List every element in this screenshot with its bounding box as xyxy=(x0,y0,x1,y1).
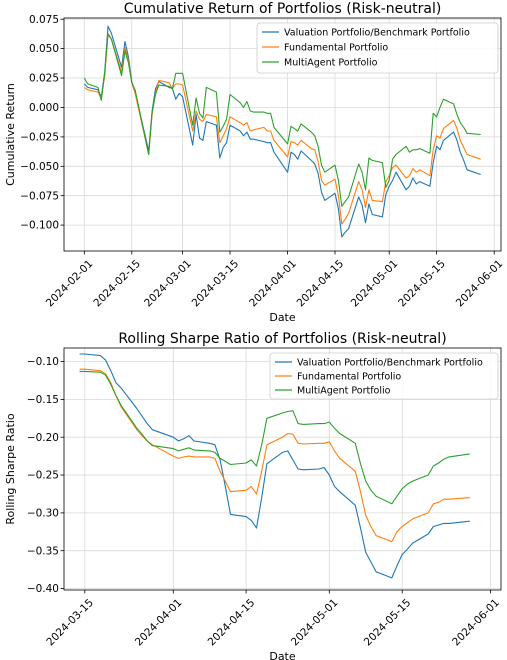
x-tick-label: 2024-02-15 xyxy=(91,258,143,310)
x-tick-label: 2024-03-01 xyxy=(142,258,194,310)
x-tick-label: 2024-03-15 xyxy=(44,597,96,649)
y-axis-label: Cumulative Return xyxy=(4,83,17,186)
x-tick-label: 2024-05-01 xyxy=(289,597,341,649)
x-tick-label: 2024-04-01 xyxy=(133,597,185,649)
legend-label-3: MultiAgent Portfolio xyxy=(297,385,391,396)
x-tick-label: 2024-06-01 xyxy=(450,597,502,649)
y-tick-label: −0.35 xyxy=(27,545,59,557)
x-tick-label: 2024-06-01 xyxy=(454,258,506,310)
legend-box xyxy=(269,352,499,400)
y-tick-label: 0.075 xyxy=(29,14,59,26)
x-tick-label: 2024-02-01 xyxy=(44,258,96,310)
plot-frame xyxy=(63,347,502,591)
cumulative-return-chart: 0.075 0.050 0.025 0.000 −0.025 −0.050 −0.075 −0… xyxy=(4,1,506,324)
y-tick-label: 0.025 xyxy=(29,73,59,85)
x-tick-label: 2024-04-01 xyxy=(247,258,299,310)
x-tick-label: 2024-05-15 xyxy=(362,597,414,649)
x-tick-label: 2024-05-15 xyxy=(396,258,448,310)
legend-label-2: Fundamental Portfolio xyxy=(297,371,401,382)
y-axis-label: Rolling Sharpe Ratio xyxy=(4,413,17,524)
y-tick-label: 0.000 xyxy=(29,102,59,114)
legend-label-1: Valuation Portfolio/Benchmark Portfolio xyxy=(284,27,470,38)
legend-box xyxy=(256,22,499,74)
x-tick-label: 2024-05-01 xyxy=(349,258,401,310)
x-tick-label: 2024-04-15 xyxy=(295,258,347,310)
series-line-3 xyxy=(83,33,481,207)
x-tick-label: 2024-03-15 xyxy=(190,258,242,310)
y-tick-label: −0.40 xyxy=(27,583,59,595)
y-tick-label: −0.10 xyxy=(27,356,59,368)
legend-label-3: MultiAgent Portfolio xyxy=(284,57,378,68)
legend: Valuation Portfolio/Benchmark Portfolio F… xyxy=(256,22,499,74)
x-axis-label: Date xyxy=(269,311,296,324)
legend-label-2: Fundamental Portfolio xyxy=(284,42,388,53)
x-tick-label: 2024-04-15 xyxy=(206,597,258,649)
y-tick-label: −0.050 xyxy=(20,161,59,173)
plot-frame xyxy=(63,17,502,252)
y-tick-label: −0.025 xyxy=(20,132,59,144)
y-tick-label: −0.20 xyxy=(27,432,59,444)
rolling-sharpe-chart: −0.10 −0.15 −0.20 −0.25 −0.30 −0.35 −0.40 2024-… xyxy=(4,331,502,660)
y-tick-label: −0.100 xyxy=(20,220,59,232)
y-tick-label: −0.25 xyxy=(27,470,59,482)
y-tick-label: −0.15 xyxy=(27,394,59,406)
chart-title: Cumulative Return of Portfolios (Risk-ne… xyxy=(124,1,442,17)
y-tick-label: −0.075 xyxy=(20,190,59,202)
legend: Valuation Portfolio/Benchmark Portfolio F… xyxy=(269,352,499,400)
chart-title: Rolling Sharpe Ratio of Portfolios (Risk… xyxy=(118,331,446,347)
y-tick-label: −0.30 xyxy=(27,508,59,520)
series-line-1 xyxy=(79,353,470,579)
x-axis-label: Date xyxy=(269,650,296,660)
series-line-3 xyxy=(79,370,470,505)
y-tick-label: 0.050 xyxy=(29,43,59,55)
legend-label-1: Valuation Portfolio/Benchmark Portfolio xyxy=(297,357,483,368)
